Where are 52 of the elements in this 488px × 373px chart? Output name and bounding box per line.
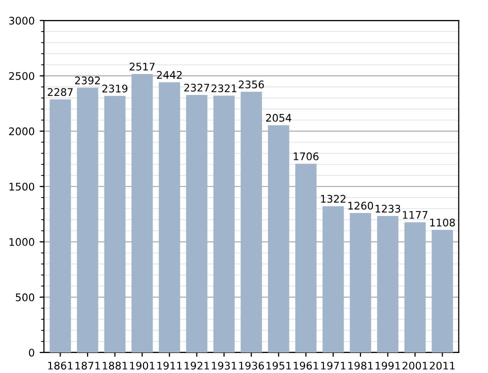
data-label: 2442 bbox=[156, 70, 182, 79]
y-tick-label: 1500 bbox=[10, 182, 34, 191]
y-tick-label: 1000 bbox=[10, 238, 34, 246]
bar bbox=[186, 94, 208, 352]
data-label: 1260 bbox=[348, 202, 374, 210]
data-label: 2287 bbox=[48, 88, 73, 96]
data-label: 2327 bbox=[184, 84, 210, 92]
bar bbox=[240, 92, 262, 352]
data-label: 1322 bbox=[321, 194, 346, 203]
x-tick-label: 1971 bbox=[321, 362, 346, 370]
x-tick-label: 1921 bbox=[184, 362, 210, 370]
data-label: 1706 bbox=[294, 152, 318, 160]
x-tick-label: 1936 bbox=[239, 362, 264, 370]
y-tick-label: 3000 bbox=[9, 16, 34, 25]
bar bbox=[268, 125, 290, 352]
bar bbox=[132, 74, 153, 352]
data-label: 2054 bbox=[266, 114, 292, 122]
bar bbox=[213, 96, 235, 352]
x-tick-label: 1991 bbox=[376, 362, 400, 370]
bar bbox=[76, 88, 98, 352]
data-label: 1108 bbox=[430, 218, 455, 226]
data-label: 1177 bbox=[402, 211, 428, 219]
bar bbox=[295, 164, 317, 352]
x-tick-label: 1911 bbox=[157, 362, 182, 370]
bar bbox=[432, 230, 453, 352]
x-tick-label: 2001 bbox=[402, 362, 428, 370]
x-tick-label: 1931 bbox=[212, 362, 236, 370]
data-label: 2356 bbox=[238, 80, 264, 88]
bar bbox=[377, 216, 398, 352]
data-label: 2319 bbox=[102, 84, 128, 92]
x-tick-label: 2011 bbox=[430, 362, 455, 370]
data-label: 2517 bbox=[130, 62, 155, 71]
x-tick-label: 1951 bbox=[266, 362, 291, 370]
y-tick-label: 0 bbox=[28, 348, 34, 357]
data-label: 2321 bbox=[212, 84, 236, 92]
y-tick-label: 500 bbox=[16, 293, 34, 302]
bar bbox=[158, 82, 180, 352]
x-tick-label: 1881 bbox=[102, 362, 128, 370]
y-tick-label: 2000 bbox=[9, 127, 34, 136]
bar bbox=[350, 213, 372, 352]
data-label: 1233 bbox=[376, 204, 400, 213]
data-label: 2392 bbox=[75, 76, 100, 84]
x-tick-label: 1901 bbox=[130, 362, 154, 370]
bar bbox=[322, 206, 344, 352]
bar bbox=[404, 222, 426, 352]
x-tick-label: 1861 bbox=[48, 362, 73, 370]
x-tick-label: 1981 bbox=[348, 362, 373, 370]
bar bbox=[104, 96, 126, 352]
y-tick-label: 2500 bbox=[9, 72, 34, 80]
x-tick-label: 1961 bbox=[294, 362, 318, 370]
x-tick-label: 1871 bbox=[75, 362, 100, 370]
bar bbox=[50, 99, 71, 352]
